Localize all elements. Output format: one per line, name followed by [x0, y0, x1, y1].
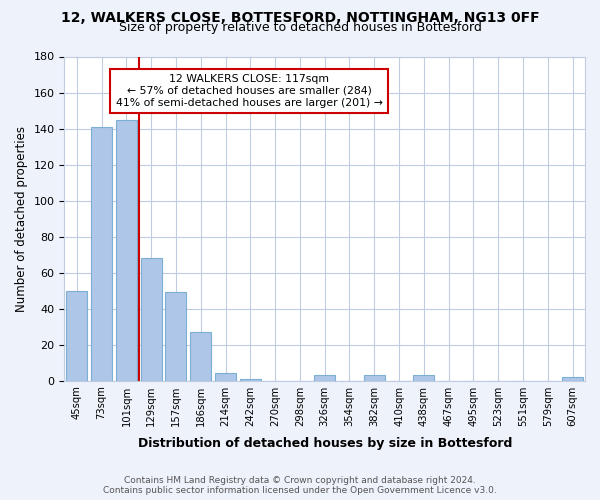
Bar [91, 126, 112, 380]
Bar [314, 376, 335, 380]
Text: 12 WALKERS CLOSE: 117sqm
← 57% of detached houses are smaller (284)
41% of semi-: 12 WALKERS CLOSE: 117sqm ← 57% of detach… [116, 74, 383, 108]
Bar [66, 290, 88, 380]
X-axis label: Distribution of detached houses by size in Bottesford: Distribution of detached houses by size … [137, 437, 512, 450]
Bar [364, 376, 385, 380]
Text: Size of property relative to detached houses in Bottesford: Size of property relative to detached ho… [119, 22, 481, 35]
Text: 12, WALKERS CLOSE, BOTTESFORD, NOTTINGHAM, NG13 0FF: 12, WALKERS CLOSE, BOTTESFORD, NOTTINGHA… [61, 11, 539, 25]
Bar [240, 379, 261, 380]
Bar [166, 292, 187, 380]
Bar [413, 376, 434, 380]
Bar [190, 332, 211, 380]
Text: Contains HM Land Registry data © Crown copyright and database right 2024.
Contai: Contains HM Land Registry data © Crown c… [103, 476, 497, 495]
Y-axis label: Number of detached properties: Number of detached properties [15, 126, 28, 312]
Bar [562, 377, 583, 380]
Bar [116, 120, 137, 380]
Bar [140, 258, 162, 380]
Bar [215, 374, 236, 380]
